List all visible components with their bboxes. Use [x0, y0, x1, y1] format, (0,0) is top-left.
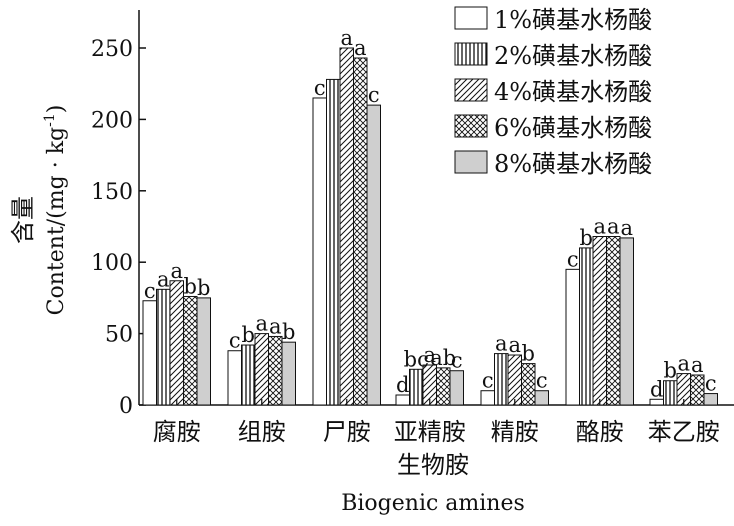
- legend: 1%磺基水杨酸 2%磺基水杨酸 4%磺基水杨酸 6%磺基水杨酸 8%磺基水杨酸: [454, 6, 652, 178]
- legend-swatch: [454, 78, 488, 102]
- significance-label: c: [567, 247, 579, 271]
- significance-label: c: [482, 369, 494, 393]
- bars: [142, 47, 718, 406]
- significance-label: a: [157, 267, 170, 291]
- legend-swatch: [454, 114, 488, 138]
- significance-label: c: [451, 349, 463, 373]
- significance-label: b: [282, 320, 295, 344]
- legend-label: 8%磺基水杨酸: [494, 150, 652, 178]
- bar-2-5: [281, 341, 296, 406]
- legend-swatch: [454, 42, 488, 66]
- significance-label: b: [522, 342, 535, 366]
- bar-2-1: [227, 350, 242, 406]
- significance-label: a: [508, 333, 521, 357]
- significance-label: a: [255, 312, 268, 336]
- bar-7-4: [690, 374, 705, 406]
- y-tick-label: 250: [91, 37, 133, 62]
- significance-label: c: [229, 329, 241, 353]
- bar-1-1: [142, 300, 157, 406]
- y-tick-label: 150: [91, 180, 133, 205]
- x-category-label: 尸胺: [323, 418, 371, 446]
- bar-2-4: [268, 335, 283, 406]
- legend-label: 4%磺基水杨酸: [494, 78, 652, 106]
- bar-6-5: [619, 237, 634, 406]
- bar-5-4: [521, 363, 536, 406]
- y-ticks: 0 50 100 150 200 250: [91, 37, 146, 419]
- legend-label: 6%磺基水杨酸: [494, 114, 652, 142]
- x-category-label: 亚精胺: [394, 418, 466, 446]
- legend-swatch: [454, 6, 488, 30]
- bar-4-2: [409, 368, 424, 406]
- significance-label: bc: [404, 347, 429, 371]
- bar-3-3: [339, 47, 354, 406]
- significance-label: c: [368, 83, 380, 107]
- bar-3-2: [326, 78, 341, 406]
- significance-label: b: [184, 274, 197, 298]
- bar-7-5: [703, 393, 718, 406]
- x-category-label: 酪胺: [576, 418, 624, 446]
- significance-label: a: [495, 332, 508, 356]
- y-tick-label: 0: [119, 394, 133, 419]
- bar-6-3: [592, 235, 607, 406]
- bar-3-5: [366, 104, 381, 406]
- significance-label: d: [650, 377, 663, 401]
- significance-label: b: [197, 276, 210, 300]
- significance-label: a: [677, 352, 690, 376]
- bar-2-3: [254, 333, 269, 406]
- y-axis-title-cn: 含量: [9, 196, 37, 244]
- y-tick-label: 200: [91, 108, 133, 133]
- x-category-labels: 腐胺 组胺 尸胺 亚精胺 精胺 酪胺 苯乙胺: [153, 399, 720, 446]
- bar-7-2: [663, 380, 678, 406]
- significance-label: b: [242, 323, 255, 347]
- x-axis-title-en: Biogenic amines: [341, 491, 525, 516]
- bar-5-1: [480, 390, 495, 406]
- significance-label: c: [705, 372, 717, 396]
- significance-label: b: [580, 226, 593, 250]
- legend-label: 1%磺基水杨酸: [494, 6, 652, 34]
- bar-1-3: [169, 280, 184, 406]
- bar-2-2: [241, 344, 256, 406]
- bar-4-5: [449, 370, 464, 406]
- y-tick-label: 50: [105, 323, 133, 348]
- bar-5-3: [507, 354, 522, 406]
- x-category-label: 组胺: [238, 418, 286, 446]
- legend-label: 2%磺基水杨酸: [494, 42, 652, 70]
- bar-6-4: [606, 235, 621, 406]
- x-category-label: 精胺: [491, 418, 539, 446]
- significance-label: a: [620, 216, 633, 240]
- significance-label: c: [314, 76, 326, 100]
- bar-3-1: [312, 97, 327, 406]
- significance-label: a: [607, 214, 620, 238]
- bar-6-1: [565, 268, 580, 406]
- bar-5-5: [534, 390, 549, 406]
- significance-label: d: [396, 373, 409, 397]
- bar-6-2: [579, 247, 594, 406]
- significance-label: b: [664, 359, 677, 383]
- x-category-label: 腐胺: [153, 418, 201, 446]
- bar-1-2: [156, 288, 171, 406]
- significance-label: a: [593, 214, 606, 238]
- x-category-label: 苯乙胺: [648, 418, 720, 446]
- significance-label: c: [536, 369, 548, 393]
- y-tick-label: 100: [91, 251, 133, 276]
- significance-label: a: [340, 26, 353, 50]
- x-axis-title-cn: 生物胺: [397, 451, 469, 479]
- significance-label: a: [691, 353, 704, 377]
- bar-1-4: [183, 295, 198, 406]
- significance-label: a: [269, 314, 282, 338]
- y-axis-title-en: Content/(mg · kg-1): [42, 105, 69, 316]
- bar-1-5: [196, 297, 211, 406]
- significance-label: ab: [430, 346, 456, 370]
- significance-label: a: [170, 259, 183, 283]
- bar-3-4: [353, 57, 368, 406]
- legend-swatch: [454, 150, 488, 174]
- significance-label: c: [144, 279, 156, 303]
- bar-4-4: [436, 367, 451, 406]
- significance-label: a: [354, 36, 367, 60]
- significance-label: a: [423, 343, 436, 367]
- bar-5-2: [494, 353, 509, 406]
